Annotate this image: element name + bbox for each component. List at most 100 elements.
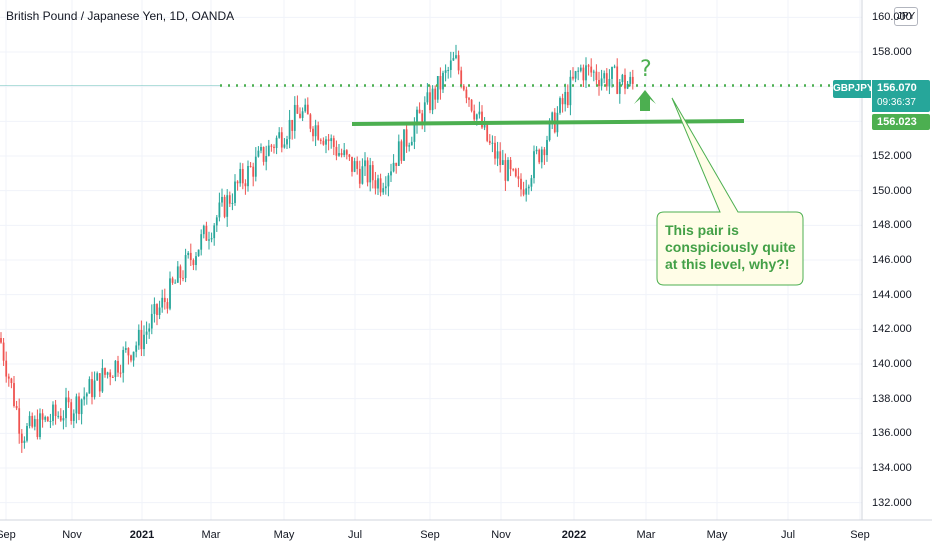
candle-body [174,282,177,284]
candle-body [348,154,351,157]
candle-body [267,145,270,156]
candle-body [169,278,171,309]
candle-body [598,79,600,87]
candle-body [145,331,148,335]
candle-body [611,66,613,79]
candle-body [208,239,210,241]
candle-body [182,277,184,279]
price-tick-label: 138.000 [872,392,912,405]
candle-body [111,376,114,378]
time-tick-label: Jul [780,529,796,541]
candle-body [405,129,408,147]
candle-body [564,91,567,105]
candle-body [551,112,554,121]
candle-body [31,415,34,427]
callout-text: This pair is conspiciously quite at this… [665,222,796,272]
candle-body [163,297,166,303]
candle-body [124,348,127,350]
candle-body [585,65,587,81]
candle-body [460,70,463,86]
currency-badge[interactable]: JPY [894,7,918,26]
candle-body [444,70,447,73]
candle-body [226,195,229,217]
candle-body [140,329,143,350]
candle-body [608,78,611,87]
candle-body [322,140,325,145]
candle-body [522,189,525,195]
candle-body [488,140,491,144]
candle-body [496,151,499,159]
candle-body [221,196,223,203]
candle-body [197,249,200,257]
candle-body [369,165,372,183]
candle-body [561,98,564,105]
candle-body [418,109,421,114]
candle-body [618,82,621,94]
time-tick-label: May [706,529,728,541]
time-tick-label: Mar [636,529,656,541]
candle-body [200,234,203,250]
candle-body [59,415,62,421]
candle-body [538,149,541,163]
candle-body [28,415,31,426]
candle-body [215,217,218,226]
candle-body [85,393,88,397]
up-arrow-icon [634,90,656,111]
candle-body [195,256,197,266]
candle-body [202,225,205,235]
candle-body [187,252,190,256]
candle-body [351,156,353,172]
time-tick-label: Sep [420,529,440,541]
candle-body [244,183,247,187]
last-price-tag: 156.070 09:36:37 [872,80,930,112]
candle-body [7,376,10,379]
candle-body [148,328,151,332]
candle-body [98,373,101,392]
candle-body [62,418,65,421]
candle-body [283,144,286,148]
candle-body [23,440,26,443]
candle-body [379,178,382,193]
candle-body [249,166,252,168]
candle-body [41,413,44,420]
candle-body [13,383,15,407]
candle-body [265,155,268,162]
candle-body [442,72,444,90]
candle-body [205,225,208,241]
candle-body [403,129,405,161]
candle-body [228,195,231,204]
time-tick-label: Nov [491,529,511,541]
candle-body [535,149,538,152]
candle-body [83,396,86,400]
candles [0,44,634,453]
candle-body [452,58,455,61]
time-tick-label: Jul [347,529,363,541]
candle-body [26,425,28,441]
candle-body [117,360,119,373]
candle-body [590,66,593,73]
candle-body [509,159,512,170]
candle-body [0,338,2,343]
trendline-price-tag: 156.023 [872,114,930,130]
candle-body [156,304,158,316]
candle-body [616,66,619,94]
price-tick-label: 142.000 [872,323,912,336]
candle-body [296,104,299,114]
overlays [0,84,833,286]
candle-body [507,159,509,181]
candle-body [306,104,309,115]
candle-body [397,141,400,166]
candle-body [447,69,450,71]
price-tick-label: 148.000 [872,219,912,232]
candle-body [559,98,561,113]
candle-body [499,151,502,165]
candle-body [314,125,317,137]
candle-body [309,114,312,129]
candle-body [624,74,626,89]
candle-body [374,180,377,189]
candle-body [587,65,590,67]
candle-body [332,138,335,147]
candle-body [93,380,96,398]
